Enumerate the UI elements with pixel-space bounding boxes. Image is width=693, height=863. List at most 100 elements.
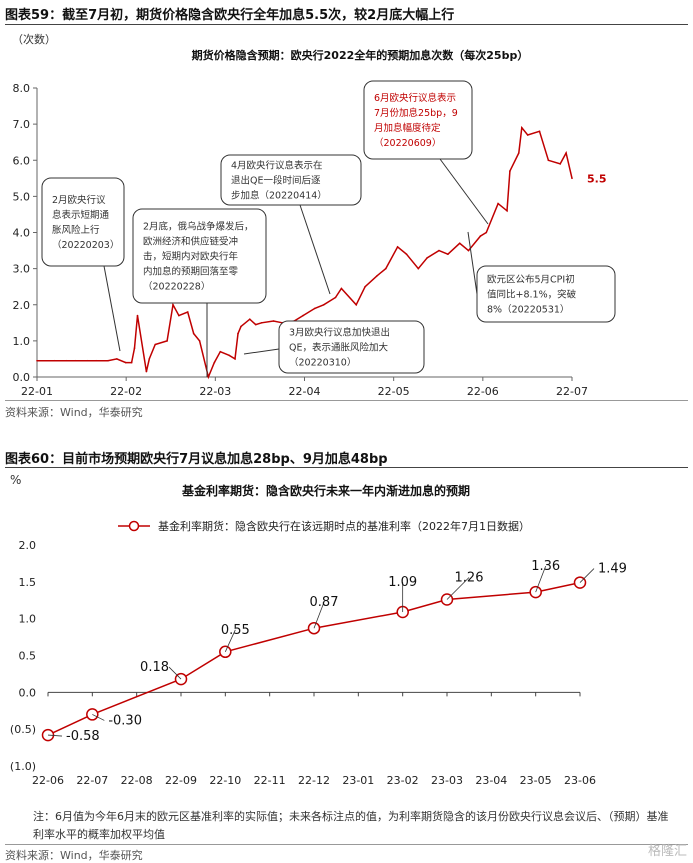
x-tick-label: 22-06 <box>467 385 499 398</box>
title-rule <box>5 467 688 468</box>
data-point <box>172 304 174 306</box>
end-value-label: 5.5 <box>587 172 607 185</box>
y-tick-label: 0.0 <box>13 371 31 384</box>
chart-note: 注：6月值为今年6月末的欧元区基准利率的实际值；未来各标注点的值，为利率期货隐含… <box>33 810 669 841</box>
data-point <box>506 210 508 212</box>
data-point <box>36 359 38 362</box>
data-point <box>166 340 168 342</box>
x-tick-label: 22-06 <box>32 774 64 787</box>
y-tick-label: 5.0 <box>13 190 31 203</box>
callout-pointer <box>103 265 121 352</box>
callout-box <box>132 208 267 304</box>
data-point <box>547 159 550 162</box>
x-tick-label: 22-07 <box>76 774 108 787</box>
x-tick-label: 22-10 <box>209 774 241 787</box>
data-point <box>260 322 263 324</box>
figure-title-60: 图表60：目前市场预期欧央行7月议息加息28bp、9月加息48bp <box>5 452 388 467</box>
data-point <box>405 253 408 255</box>
y-tick-label: 1.5 <box>19 576 37 589</box>
data-point <box>124 361 127 364</box>
data-point <box>417 267 420 270</box>
data-point <box>322 304 325 306</box>
y-tick-label: 6.0 <box>13 154 31 167</box>
figure-title-59: 图表59：截至7月初，期货价格隐含欧央行全年加息5.5次，较2月底大幅上行 <box>5 8 455 23</box>
x-tick-label: 22-09 <box>165 774 197 787</box>
data-point <box>538 130 541 133</box>
callout-box <box>220 154 362 206</box>
data-point <box>207 376 210 378</box>
y-tick-label: (0.5) <box>10 723 36 736</box>
callout-box <box>363 80 473 160</box>
data-point <box>518 152 520 154</box>
data-point <box>571 177 573 180</box>
callout-text: 欧洲经济和供应链受冲 <box>143 236 238 248</box>
x-tick-label: 23-01 <box>342 774 374 787</box>
x-tick-label: 22-11 <box>254 774 286 787</box>
data-point <box>364 285 366 288</box>
data-label-leader <box>47 734 63 737</box>
callout-box <box>476 265 616 323</box>
callout-text: 3月欧央行议息加快退出 <box>289 327 390 339</box>
chart-title: 期货价格隐含预期：欧央行2022全年的预期加息次数（每次25bp） <box>192 48 529 62</box>
annotation-callout: 3月欧央行议息加快退出 QE，表示通胀风险加大 （20220310） <box>243 320 425 374</box>
data-point <box>521 126 523 129</box>
source-text-59: 资料来源：Wind，华泰研究 <box>5 406 143 419</box>
legend-label: 基金利率期货：隐含欧央行在该远期时点的基准利率（2022年7月1日数据） <box>158 519 530 533</box>
legend: 基金利率期货：隐含欧央行在该远期时点的基准利率（2022年7月1日数据） <box>118 519 530 533</box>
callout-text: 月加息幅度待定 <box>374 122 441 134</box>
data-point <box>438 249 440 252</box>
data-point <box>219 350 222 353</box>
x-tick-label: 22-05 <box>378 385 410 398</box>
callout-text: 退出QE一段时间后逐 <box>231 175 321 187</box>
data-point <box>458 242 461 245</box>
data-point <box>479 235 482 237</box>
data-label: 1.49 <box>598 562 627 577</box>
callout-text: （20220310） <box>289 357 356 369</box>
data-label: 1.36 <box>531 559 560 574</box>
x-tick-label: 23-05 <box>520 774 552 787</box>
data-point <box>133 347 136 349</box>
chart-title: 基金利率期货：隐含欧央行未来一年内渐进加息的预期 <box>181 483 470 498</box>
data-point <box>565 152 567 154</box>
data-label-leader <box>535 566 547 593</box>
x-tick-label: 23-02 <box>387 774 419 787</box>
data-point <box>213 361 216 364</box>
data-point <box>53 359 56 362</box>
data-label: 0.55 <box>221 623 250 638</box>
source-rule <box>5 844 688 845</box>
data-point <box>107 359 109 362</box>
watermark-logo: 格隆汇 <box>647 844 687 859</box>
data-point <box>467 249 470 252</box>
y-tick-label: 8.0 <box>13 82 31 95</box>
x-tick-label: 22-12 <box>298 774 330 787</box>
data-point <box>426 257 429 259</box>
title-rule <box>5 24 688 25</box>
data-point <box>526 134 529 136</box>
data-label: 0.87 <box>310 595 339 610</box>
callout-text: 7月份加息25bp，9 <box>374 107 458 119</box>
x-tick-label: 22-08 <box>121 774 153 787</box>
x-tick-label: 22-01 <box>21 385 53 398</box>
source-text-60: 资料来源：Wind，华泰研究 <box>5 849 143 862</box>
data-point <box>334 296 337 299</box>
data-point <box>396 246 399 248</box>
data-line <box>37 125 573 380</box>
callout-text: 步加息（20220414） <box>231 190 327 202</box>
y-tick-label: 0.0 <box>19 686 37 699</box>
data-point <box>145 370 148 373</box>
data-point <box>497 202 499 205</box>
data-label-leader <box>313 602 325 629</box>
data-point <box>65 359 68 362</box>
y-unit-label: % <box>10 473 21 487</box>
callout-text: 8%（20220531） <box>487 304 569 316</box>
callout-text: 击，短期内对欧央行年 <box>143 251 239 263</box>
data-point <box>447 253 449 255</box>
callout-text: 内加息的预期回落至零 <box>143 266 239 278</box>
data-label: 1.09 <box>388 575 417 590</box>
data-point <box>249 318 251 321</box>
callout-text: 2月底，俄乌战争爆发后， <box>143 221 254 233</box>
y-tick-label: 1.0 <box>19 613 37 626</box>
callout-text: 4月欧央行议息表示在 <box>231 160 323 172</box>
